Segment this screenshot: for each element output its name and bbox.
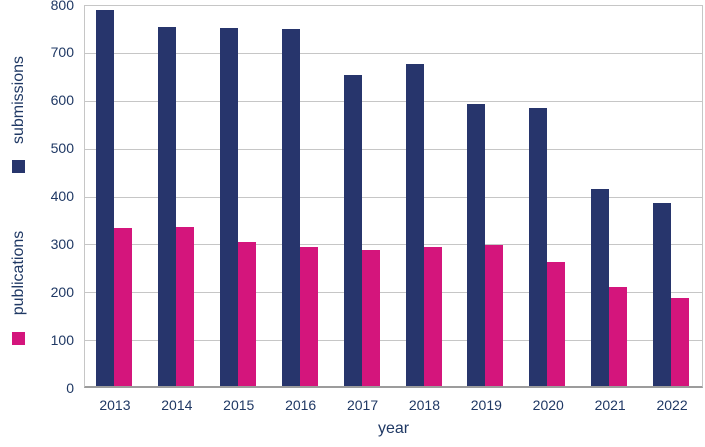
bar-submissions-2013 <box>96 10 114 386</box>
gridline-600 <box>85 100 702 102</box>
x-tick-label-2019: 2019 <box>470 397 502 413</box>
bar-publications-2015 <box>237 242 256 386</box>
bar-submissions-2017 <box>343 75 362 386</box>
x-tick-label-2015: 2015 <box>223 397 255 413</box>
bar-publications-2016 <box>299 247 318 386</box>
gridline-700 <box>85 52 702 54</box>
bar-publications-2018 <box>423 246 442 386</box>
gridline-300 <box>85 244 702 246</box>
x-tick-label-2017: 2017 <box>346 397 379 413</box>
bar-submissions-2022 <box>653 203 672 386</box>
bar-submissions-2018 <box>405 63 424 386</box>
y-tick-label-500: 500 <box>50 140 74 157</box>
bar-publications-2014 <box>175 227 194 386</box>
x-tick-label-2016: 2016 <box>285 397 317 413</box>
legend-swatch-publications-icon <box>12 332 25 345</box>
x-tick-label-2020: 2020 <box>532 397 564 413</box>
x-tick-label-2022: 2022 <box>656 397 688 413</box>
y-tick-label-0: 0 <box>66 379 74 396</box>
y-tick-label-400: 400 <box>50 188 74 204</box>
bar-publications-2019 <box>485 244 504 386</box>
bar-submissions-2019 <box>467 104 486 386</box>
bar-submissions-2021 <box>591 188 610 386</box>
gridline-200 <box>85 292 702 294</box>
bar-publications-2017 <box>361 250 380 386</box>
bar-publications-2013 <box>114 228 132 386</box>
legend-swatch-submissions-icon <box>12 160 25 173</box>
bar-publications-2021 <box>609 287 628 386</box>
gridline-100 <box>85 340 702 342</box>
bar-publications-2022 <box>671 297 690 386</box>
x-tick-label-2021: 2021 <box>594 397 626 413</box>
bar-submissions-2020 <box>529 108 548 386</box>
y-tick-label-200: 200 <box>50 283 74 300</box>
bar-submissions-2016 <box>281 29 300 386</box>
gridline-400 <box>85 196 702 198</box>
x-tick-label-2014: 2014 <box>161 397 193 413</box>
bar-submissions-2014 <box>157 26 176 386</box>
y-tick-label-700: 700 <box>50 44 74 61</box>
gridline-500 <box>85 148 702 150</box>
y-tick-label-600: 600 <box>50 92 74 109</box>
y-tick-label-800: 800 <box>50 0 74 13</box>
bar-submissions-2015 <box>219 27 238 386</box>
y-tick-label-300: 300 <box>50 235 74 252</box>
x-tick-label-2018: 2018 <box>408 397 441 413</box>
y-tick-label-100: 100 <box>50 331 74 348</box>
x-tick-label-2013: 2013 <box>99 397 131 413</box>
bar-publications-2020 <box>547 262 566 386</box>
x-axis-title: year <box>377 420 410 437</box>
plot-area <box>84 5 703 388</box>
